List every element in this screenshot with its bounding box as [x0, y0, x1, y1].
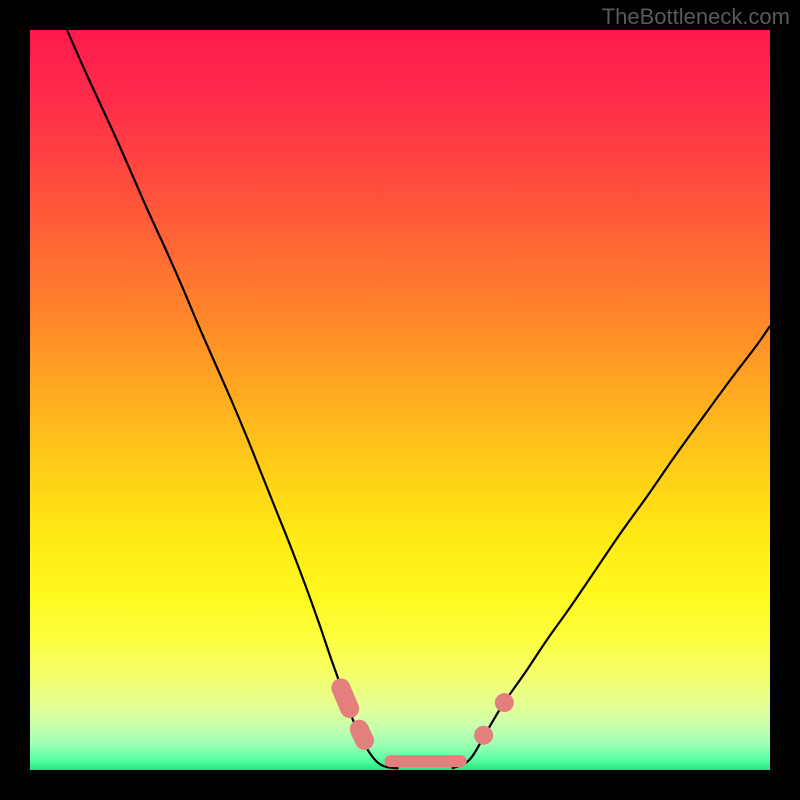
chart-background-gradient: [30, 30, 770, 770]
chart-stage: TheBottleneck.com: [0, 0, 800, 800]
watermark-text: TheBottleneck.com: [602, 4, 790, 30]
